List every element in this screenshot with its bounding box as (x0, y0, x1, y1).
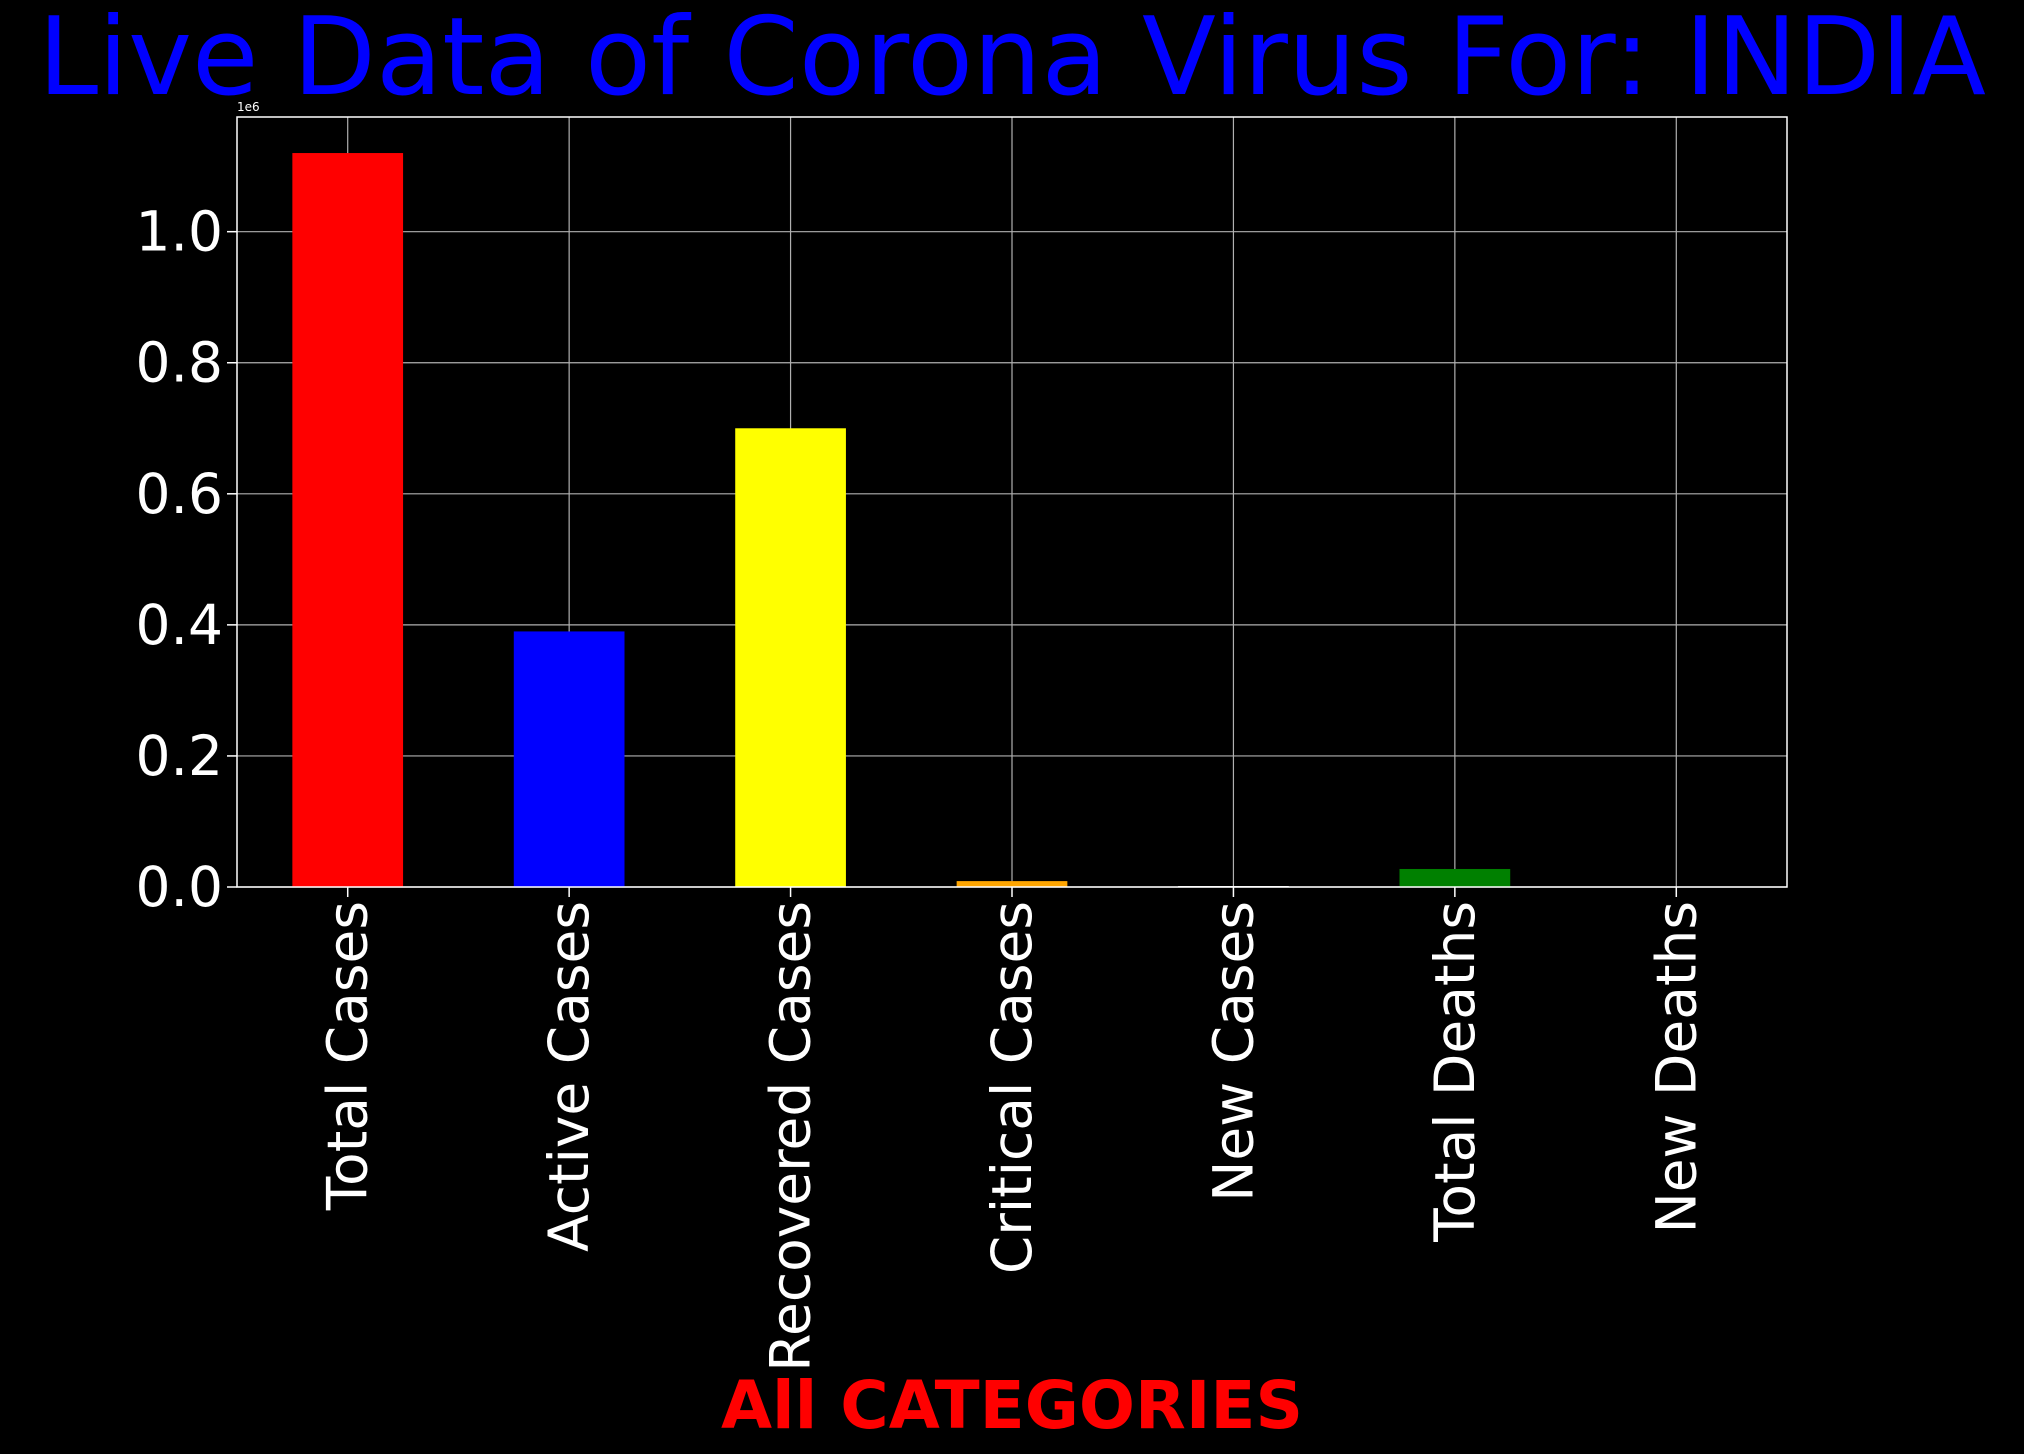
grid (237, 117, 1787, 888)
y-tick-label: 0.2 (136, 724, 223, 788)
axis-offset-label: 1e6 (237, 100, 260, 114)
x-tick-label: Recovered Cases (759, 901, 823, 1372)
y-tick-label: 0.6 (136, 462, 223, 526)
y-tick-label: 0.4 (136, 593, 223, 657)
y-tick-label: 0.8 (136, 331, 223, 395)
x-tick-label: New Cases (1201, 901, 1265, 1202)
bar-critical-cases (956, 881, 1068, 887)
bars (292, 153, 1732, 888)
y-axis-ticks: 0.0 0.2 0.4 0.6 0.8 1.0 (136, 200, 237, 919)
x-tick-label: Critical Cases (980, 901, 1044, 1274)
x-tick-label: Active Cases (537, 901, 601, 1252)
bar-total-cases (292, 153, 404, 888)
bar-recovered-cases (735, 428, 846, 887)
x-tick-label: Total Deaths (1423, 901, 1487, 1243)
y-tick-label: 0.0 (136, 855, 223, 919)
bar-total-deaths (1399, 868, 1511, 887)
x-axis-ticks: Total Cases Active Cases Recovered Cases Cr… (316, 887, 1708, 1372)
x-axis-label: All CATEGORIES (721, 1367, 1303, 1444)
x-tick-label: Total Cases (316, 901, 380, 1211)
chart-title: Live Data of Corona Virus For: INDIA (38, 0, 1986, 120)
bar-active-cases (513, 631, 625, 887)
x-tick-label: New Deaths (1644, 901, 1708, 1233)
y-tick-label: 1.0 (136, 200, 223, 264)
